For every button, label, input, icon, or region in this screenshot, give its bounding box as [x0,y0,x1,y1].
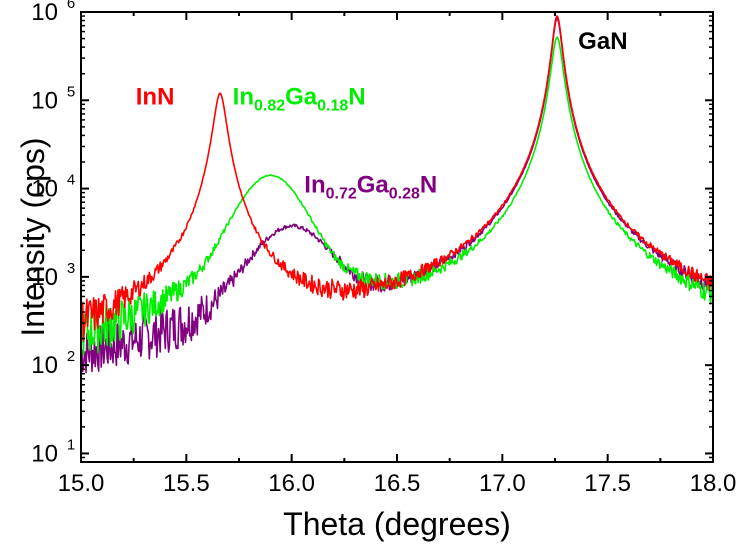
y-axis-title: Intensity (cps) [15,137,51,336]
annotation-label-2: In0.72Ga0.28N [304,172,437,203]
annotation-layer: InN In0.82Ga0.18N In0.72Ga0.28N GaN [136,28,628,203]
annotation-label-3: GaN [578,28,627,55]
x-tick-label: 15.0 [58,470,105,497]
y-tick-label: 10 6 [31,0,75,26]
x-tick-label: 18.0 [690,470,736,497]
x-tick-label: 16.0 [268,470,315,497]
series-layer [81,15,713,374]
annotation-label-0: InN [136,83,175,110]
y-tick-label: 10 5 [31,83,75,114]
x-tick-label: 17.0 [479,470,526,497]
y-tick-label: 10 1 [31,436,75,467]
annotation-label-1: In0.82Ga0.18N [233,83,366,114]
x-tick-label: 17.5 [584,470,631,497]
x-tick-label: 16.5 [374,470,421,497]
y-tick-label: 10 2 [31,348,75,379]
x-tick-label: 15.5 [163,470,210,497]
series-line-1 [81,36,713,356]
plot-frame [80,11,714,463]
x-axis-title: Theta (degrees) [283,506,511,542]
series-line-2 [81,15,713,342]
